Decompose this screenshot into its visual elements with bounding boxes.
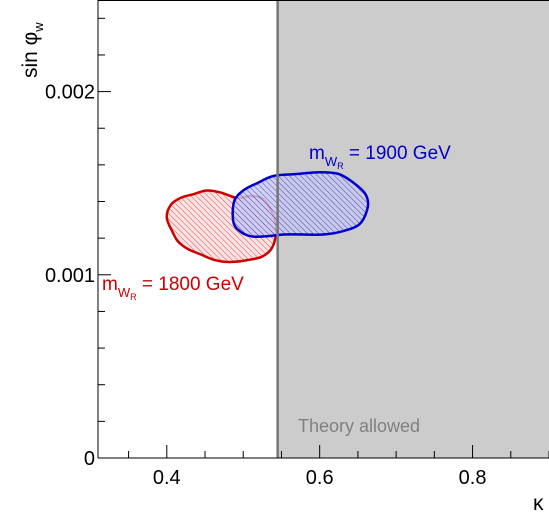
y-tick-label: 0 — [84, 448, 95, 470]
x-axis-title: κ — [533, 492, 544, 515]
series-label-1900: mWR = 1900 GeV — [309, 143, 451, 171]
x-tick-label: 0.6 — [306, 467, 334, 489]
y-axis-title: sin φw — [19, 22, 46, 78]
contour-1900-gev — [231, 170, 370, 239]
x-tick-label: 0.4 — [153, 467, 181, 489]
series-label-1800: mWR = 1800 GeV — [102, 274, 244, 302]
y-tick-label: 0.001 — [45, 265, 95, 287]
theory-allowed-label: Theory allowed — [298, 416, 420, 436]
x-tick-label: 0.8 — [459, 467, 487, 489]
y-tick-label: 0.002 — [45, 82, 95, 104]
